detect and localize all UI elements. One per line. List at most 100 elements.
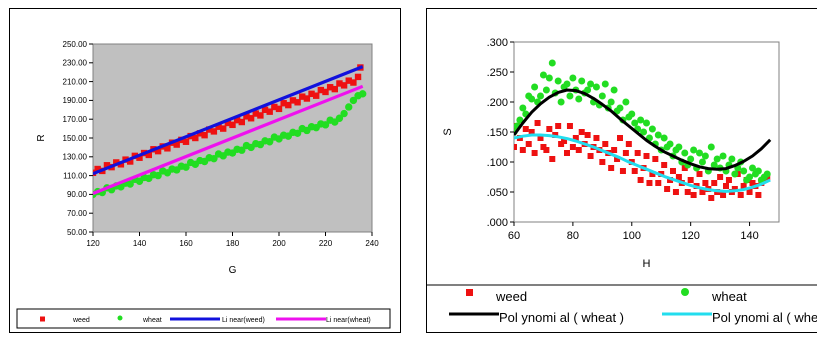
weed-point bbox=[696, 171, 703, 177]
wheat-point bbox=[675, 143, 683, 151]
y-tick-label: 70.00 bbox=[67, 209, 88, 218]
weed-point bbox=[675, 174, 682, 180]
Linear(wheat)-line bbox=[93, 84, 364, 195]
weed-point bbox=[103, 162, 111, 169]
weed-point bbox=[238, 118, 245, 126]
weed-point bbox=[737, 192, 744, 198]
y-tick-label: .200 bbox=[487, 97, 508, 109]
weed-point bbox=[619, 168, 626, 174]
weed-point bbox=[572, 135, 579, 141]
weed-point bbox=[113, 159, 120, 166]
weed-point bbox=[566, 123, 573, 129]
wheat-point bbox=[707, 143, 715, 151]
wheat-point bbox=[519, 104, 527, 112]
weed-point bbox=[587, 153, 594, 159]
weed-point bbox=[755, 192, 762, 198]
weed-point bbox=[549, 156, 556, 162]
weed-point bbox=[578, 129, 585, 135]
y-tick-label: 190.00 bbox=[63, 96, 88, 105]
plot-marks bbox=[93, 64, 367, 199]
wheat-point bbox=[637, 116, 645, 124]
weed-point bbox=[625, 141, 632, 147]
weed-point bbox=[289, 97, 297, 104]
weed-point bbox=[649, 171, 656, 177]
weed-point bbox=[584, 132, 591, 138]
wheat-point bbox=[126, 180, 134, 188]
weed-point bbox=[740, 183, 747, 189]
weed-point bbox=[622, 150, 629, 156]
weed-point bbox=[257, 112, 264, 119]
weed-point bbox=[136, 154, 143, 161]
wheat-point bbox=[643, 119, 650, 127]
weed-point bbox=[711, 180, 718, 186]
wheat-point bbox=[698, 158, 706, 166]
weed-point bbox=[285, 101, 292, 109]
wheat-point bbox=[584, 86, 592, 94]
weed-point bbox=[561, 138, 568, 144]
wheat-point bbox=[266, 138, 274, 146]
legend-weed-marker bbox=[40, 316, 45, 322]
weed-point bbox=[164, 145, 171, 152]
weed-point bbox=[173, 141, 180, 148]
wheat-point bbox=[575, 95, 583, 103]
wheat-point bbox=[710, 161, 718, 169]
wheat-point bbox=[210, 154, 218, 163]
wheat-point bbox=[763, 170, 771, 178]
weed-point bbox=[275, 105, 283, 113]
wheat-point bbox=[696, 149, 703, 157]
legend-label: wheat bbox=[711, 289, 747, 304]
weed-point bbox=[708, 195, 715, 201]
weed-point bbox=[672, 189, 679, 195]
wheat-point bbox=[539, 71, 547, 79]
wheat-point bbox=[592, 83, 600, 91]
weed-point bbox=[687, 177, 694, 183]
x-tick-label: 180 bbox=[226, 239, 240, 248]
x-tick-label: 80 bbox=[567, 230, 579, 242]
weed-point bbox=[531, 150, 538, 156]
wheat-point bbox=[740, 167, 748, 175]
wheat-point bbox=[516, 116, 524, 124]
y-axis-label: R bbox=[36, 134, 47, 141]
weed-point bbox=[684, 189, 691, 195]
wheat-point bbox=[587, 80, 595, 88]
wheat-point bbox=[238, 146, 246, 154]
y-tick-label: 50.00 bbox=[67, 228, 88, 237]
wheat-point bbox=[537, 92, 544, 100]
wheat-point bbox=[749, 164, 756, 172]
legend-label: Li near(weed) bbox=[222, 317, 265, 324]
weed-point bbox=[294, 99, 301, 106]
weed-point bbox=[317, 86, 325, 94]
weed-point bbox=[652, 156, 659, 162]
weed-point bbox=[215, 123, 222, 130]
weed-point bbox=[345, 77, 352, 84]
y-axis-label: S bbox=[442, 128, 454, 135]
Polynomial(whea-line bbox=[514, 133, 771, 193]
weed-point bbox=[247, 115, 255, 122]
y-tick-label: 210.00 bbox=[63, 77, 88, 86]
x-tick-label: 100 bbox=[623, 230, 641, 242]
y-tick-label: 130.00 bbox=[63, 153, 88, 162]
weed-point bbox=[525, 141, 532, 147]
y-tick-label: 230.00 bbox=[63, 59, 88, 68]
wheat-point bbox=[598, 92, 606, 100]
weed-point bbox=[299, 93, 306, 100]
wheat-point bbox=[640, 128, 648, 136]
wheat-point bbox=[340, 109, 348, 118]
weed-point bbox=[664, 186, 671, 192]
wheat-point bbox=[746, 173, 754, 181]
weed-point bbox=[667, 177, 674, 183]
legend-label: wheat bbox=[142, 317, 162, 324]
wheat-point bbox=[728, 155, 736, 163]
wheat-point bbox=[566, 92, 574, 100]
wheat-point bbox=[345, 103, 353, 111]
weed-point bbox=[322, 88, 329, 96]
y-tick-label: .300 bbox=[487, 37, 508, 49]
weed-point bbox=[546, 126, 553, 132]
wheat-point bbox=[622, 98, 630, 106]
weed-point bbox=[611, 147, 618, 153]
weed-point bbox=[514, 144, 517, 150]
y-tick-label: .250 bbox=[487, 67, 508, 79]
wheat-point bbox=[690, 146, 698, 154]
weed-point bbox=[661, 162, 668, 168]
weed-point bbox=[154, 147, 162, 155]
